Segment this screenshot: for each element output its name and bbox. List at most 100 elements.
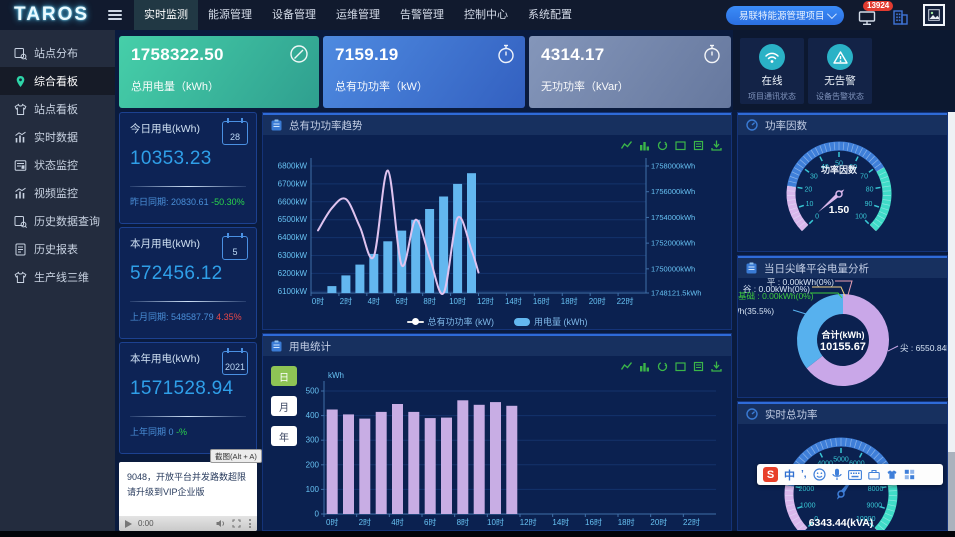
monitor-status-icon (14, 159, 27, 171)
svg-text:16时: 16时 (533, 296, 550, 306)
menu-toggle-icon[interactable] (108, 10, 122, 20)
sidebar-item-status-monitor[interactable]: 状态监控 (0, 151, 115, 179)
delta-badge: 4.35% (216, 312, 242, 322)
kpi-value: 1758322.50 (131, 45, 224, 64)
toolbox-line-icon[interactable] (621, 361, 632, 372)
svg-text:6600kW: 6600kW (278, 197, 308, 206)
comm-status-label: 项目通讯状态 (748, 92, 796, 101)
svg-text:6200kW: 6200kW (278, 269, 308, 278)
play-icon[interactable] (125, 519, 132, 528)
month-energy-card: 本月用电(kWh) 5 572456.12 上月同期: 548587.79 4.… (119, 227, 257, 339)
period-day-button[interactable]: 日 (271, 366, 297, 386)
enterprise-button[interactable] (890, 4, 910, 26)
video-controls: 0:00 (119, 516, 257, 531)
nav-alarm-mgmt[interactable]: 告警管理 (400, 9, 444, 21)
toolbox-restore-icon[interactable] (657, 140, 668, 151)
nav-system-config[interactable]: 系统配置 (528, 9, 572, 21)
compare-label: 昨日同期: (130, 197, 169, 207)
toolbox-dataview-icon[interactable] (693, 361, 704, 372)
nav-control-center[interactable]: 控制中心 (464, 9, 508, 21)
sidebar-item-history-query[interactable]: 历史数据查询 (0, 207, 115, 235)
svg-text:80: 80 (866, 187, 874, 194)
sidebar-item-site-board[interactable]: 站点看板 (0, 95, 115, 123)
toolbox-icon[interactable] (867, 469, 880, 480)
svg-text:10155.67: 10155.67 (820, 341, 866, 353)
nav-realtime-monitor[interactable]: 实时监测 (134, 0, 198, 30)
toolbox-save-icon[interactable] (711, 140, 722, 151)
compare-value: 20830.61 (171, 197, 209, 207)
panel-header: 用电统计 (263, 334, 731, 356)
keyboard-icon[interactable] (847, 469, 862, 480)
compare-value: 548587.79 (171, 312, 214, 322)
panel-header: 当日尖峰平谷电量分析 (738, 256, 947, 278)
toolbox-restore-icon[interactable] (657, 361, 668, 372)
svg-text:12时: 12时 (520, 517, 537, 527)
period-year-button[interactable]: 年 (271, 426, 297, 446)
sidebar-item-history-report[interactable]: 历史报表 (0, 235, 115, 263)
power-trend-chart: 6800kW 6700kW 6600kW 6500kW 6400kW 6300kW 6200… (278, 158, 701, 306)
sidebar-item-label: 生产线三维 (34, 272, 89, 284)
sidebar-item-site-distribution[interactable]: 站点分布 (0, 39, 115, 67)
project-select[interactable]: 易联特能源管理项目 (726, 5, 844, 25)
toolbox-bar-icon[interactable] (639, 140, 650, 151)
fullscreen-icon[interactable] (232, 519, 241, 528)
main-nav: 实时监测 能源管理 设备管理 运维管理 告警管理 控制中心 系统配置 (134, 0, 582, 30)
punctuation-icon[interactable]: ’, (801, 469, 807, 480)
svg-text:6343.44(kVA): 6343.44(kVA) (809, 517, 874, 529)
comm-status-value: 在线 (761, 75, 783, 87)
sogou-logo-icon[interactable]: S (763, 467, 778, 482)
microphone-icon[interactable] (831, 468, 842, 481)
donut-label-sharp: 尖 : 6550.84kWh(64.5%) (900, 343, 948, 353)
svg-text:1754000kWh: 1754000kWh (651, 213, 695, 222)
period-month-button[interactable]: 月 (271, 396, 297, 416)
scrollbar-thumb[interactable] (948, 112, 955, 452)
kpi-active-power: 7159.19 总有功功率（kW） (323, 36, 525, 108)
more-grid-icon[interactable] (904, 469, 915, 480)
sidebar-item-realtime-data[interactable]: 实时数据 (0, 123, 115, 151)
svg-text:6700kW: 6700kW (278, 179, 308, 188)
svg-text:50: 50 (835, 161, 843, 168)
toolbox-datazoom-icon[interactable] (675, 361, 686, 372)
history-search-icon (14, 215, 27, 228)
ime-toolbar: S 中 ’, (757, 464, 943, 485)
skin-icon[interactable] (886, 469, 898, 480)
nav-device-mgmt[interactable]: 设备管理 (272, 9, 316, 21)
toolbox-line-icon[interactable] (621, 140, 632, 151)
screenshot-button[interactable]: 截图(Alt + A) (210, 449, 262, 463)
alarm-monitor-button[interactable]: 13924 (857, 1, 894, 26)
panel-title: 功率因数 (765, 119, 807, 132)
toolbox-dataview-icon[interactable] (693, 140, 704, 151)
right-scrollbar[interactable] (948, 112, 955, 531)
monitor-icon (858, 11, 876, 26)
building-icon (892, 10, 908, 25)
legend-item-energy[interactable]: 用电量 (kWh) (514, 315, 588, 328)
project-select-value: 易联特能源管理项目 (739, 11, 825, 22)
volume-icon[interactable] (216, 519, 226, 528)
svg-text:0: 0 (814, 516, 818, 523)
svg-text:1750000kWh: 1750000kWh (651, 264, 695, 273)
calendar-icon: 2021 (222, 348, 248, 375)
panel-header: 总有功功率趋势 (263, 113, 731, 135)
nav-ops-mgmt[interactable]: 运维管理 (336, 9, 380, 21)
kpi-value: 4314.17 (541, 45, 605, 64)
toolbox-save-icon[interactable] (711, 361, 722, 372)
alert-icon (832, 50, 848, 64)
nav-energy-mgmt[interactable]: 能源管理 (208, 9, 252, 21)
power-trend-panel: 总有功功率趋势 6800kW 6700kW 6600kW 6500kW 6400kW 63… (262, 112, 732, 330)
toolbox-datazoom-icon[interactable] (675, 140, 686, 151)
svg-text:22时: 22时 (617, 296, 634, 306)
sidebar-item-video-monitor[interactable]: 视频监控 (0, 179, 115, 207)
donut-label-flat: 平 : 0.00kWh(0%) (766, 277, 834, 287)
sidebar-item-production-3d[interactable]: 生产线三维 (0, 263, 115, 291)
toolbox-bar-icon[interactable] (639, 361, 650, 372)
legend-item-active-power[interactable]: 总有功功率 (kW) (406, 315, 494, 328)
video-player[interactable]: 9048，开放平台并发路数超限 请升级到VIP企业版 0:00 (119, 462, 257, 531)
usage-stat-chart: 500 400 300 200 100 0 kWh 0时 2时 4时 6时 8时 10时 12时 14时 16… (306, 371, 716, 527)
user-avatar[interactable] (923, 4, 945, 26)
svg-text:14时: 14时 (505, 296, 522, 306)
sidebar-item-overview-board[interactable]: 综合看板 (0, 67, 115, 95)
chinese-mode-icon[interactable]: 中 (784, 469, 795, 482)
emoji-icon[interactable] (812, 468, 826, 481)
more-options-icon[interactable] (249, 519, 251, 528)
